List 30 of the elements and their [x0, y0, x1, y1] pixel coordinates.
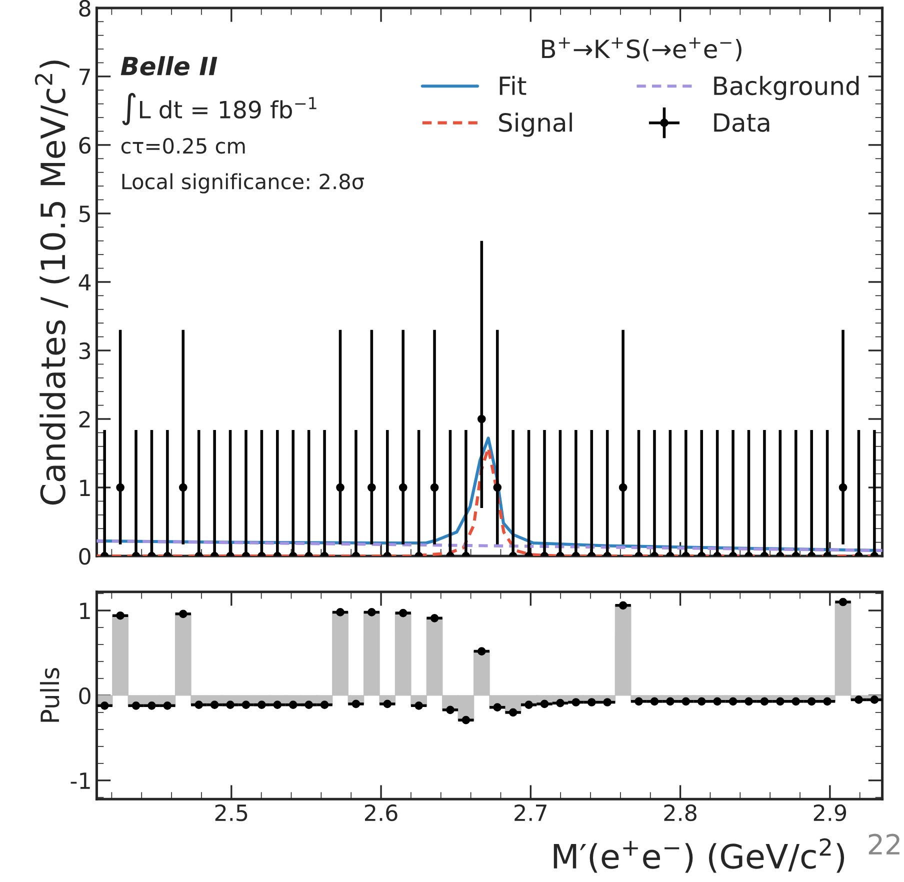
- y-tick-label: 0: [79, 687, 90, 704]
- y-tick-label: 7: [80, 68, 90, 85]
- y-axis-title: Pulls: [40, 668, 60, 722]
- legend-label: Signal: [499, 112, 572, 137]
- y-tick-label: 6: [79, 136, 90, 154]
- y-tick-label: 3: [79, 342, 90, 360]
- y-tick-label: 8: [79, 0, 90, 17]
- y-axis-title: Candidates / (10.5 MeV/c$^{2}$): [34, 60, 70, 505]
- x-tick-label: 2.7: [514, 804, 546, 821]
- annotation: Local significance: 2.8σ: [122, 173, 364, 194]
- x-tick-label: 2.5: [215, 804, 248, 822]
- annotation: cτ=0.25 cm: [121, 138, 245, 154]
- legend-label: Background: [714, 76, 859, 100]
- legend-label: Data: [714, 113, 770, 132]
- y-tick-label: 4: [78, 274, 91, 290]
- annotation: Belle II: [120, 56, 218, 76]
- y-tick-label: 2: [79, 410, 90, 428]
- annotation: ∫L dt = 189 fb$^{−1}$: [122, 92, 316, 126]
- y-tick-label: 5: [79, 206, 90, 222]
- y-tick-label: 0: [79, 548, 90, 565]
- x-tick-label: 2.9: [814, 804, 846, 822]
- text: 22: [868, 834, 900, 854]
- y-tick-label: 1: [80, 602, 90, 619]
- legend-label: Fit: [500, 76, 526, 95]
- y-tick-label: 1: [80, 480, 90, 496]
- text: B$^{+}$→K$^{+}$S(→e$^{+}$e$^{−}$): [542, 37, 742, 62]
- x-tick-label: 2.8: [664, 804, 696, 822]
- x-axis-title: M′(e$^{+}$e$^{−}$) (GeV/c$^{2}$): [554, 838, 844, 873]
- y-tick-label: -1: [70, 772, 90, 789]
- x-tick-label: 2.6: [364, 804, 398, 822]
